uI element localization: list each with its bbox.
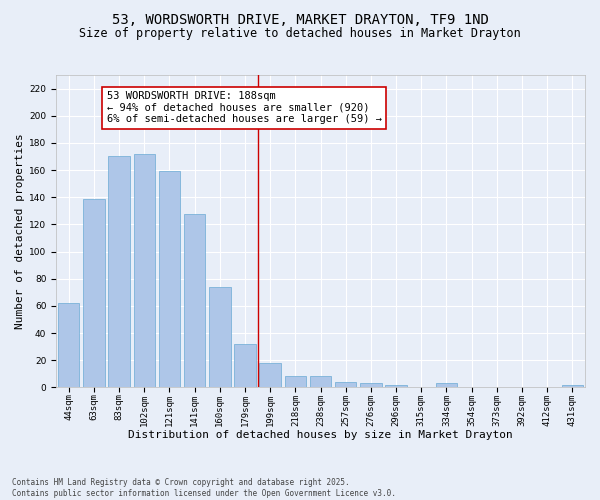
Bar: [209, 287, 230, 388]
Text: 53, WORDSWORTH DRIVE, MARKET DRAYTON, TF9 1ND: 53, WORDSWORTH DRIVE, MARKET DRAYTON, TF…: [112, 12, 488, 26]
Bar: [360, 384, 382, 388]
Bar: [235, 344, 256, 388]
Bar: [83, 198, 104, 388]
Bar: [436, 384, 457, 388]
Bar: [159, 172, 180, 388]
Y-axis label: Number of detached properties: Number of detached properties: [15, 134, 25, 329]
Bar: [134, 154, 155, 388]
Bar: [385, 384, 407, 388]
Bar: [184, 214, 205, 388]
Text: 53 WORDSWORTH DRIVE: 188sqm
← 94% of detached houses are smaller (920)
6% of sem: 53 WORDSWORTH DRIVE: 188sqm ← 94% of det…: [107, 92, 382, 124]
X-axis label: Distribution of detached houses by size in Market Drayton: Distribution of detached houses by size …: [128, 430, 513, 440]
Bar: [335, 382, 356, 388]
Bar: [109, 156, 130, 388]
Bar: [259, 363, 281, 388]
Text: Contains HM Land Registry data © Crown copyright and database right 2025.
Contai: Contains HM Land Registry data © Crown c…: [12, 478, 396, 498]
Bar: [284, 376, 306, 388]
Text: Size of property relative to detached houses in Market Drayton: Size of property relative to detached ho…: [79, 28, 521, 40]
Bar: [310, 376, 331, 388]
Bar: [58, 303, 79, 388]
Bar: [562, 384, 583, 388]
